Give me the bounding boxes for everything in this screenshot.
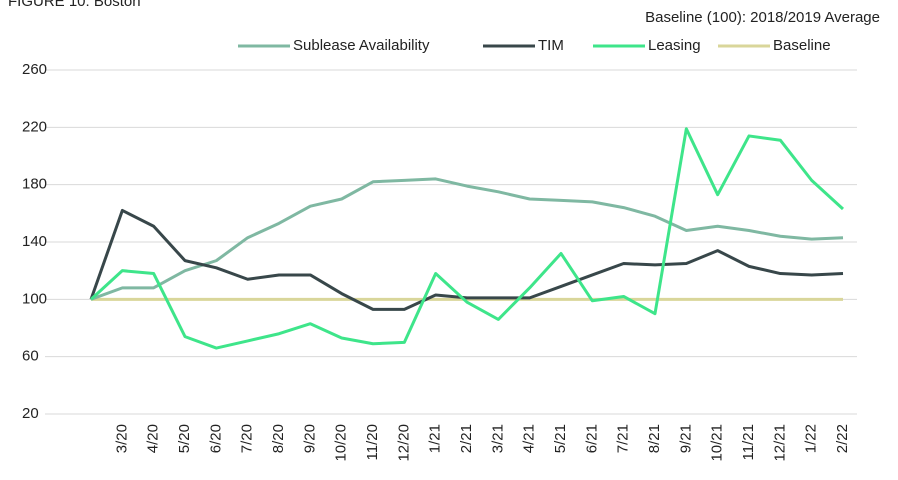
x-tick-label: 2/21 [458, 424, 475, 453]
y-tick-label: 260 [22, 61, 47, 78]
x-tick-label: 7/21 [615, 424, 632, 453]
x-tick-label: 6/20 [207, 424, 224, 453]
legend-label: Baseline [773, 37, 831, 54]
x-tick-label: 3/20 [113, 424, 130, 453]
y-tick-label: 60 [22, 348, 39, 365]
x-tick-label: 7/20 [239, 424, 256, 453]
legend-label: Leasing [648, 37, 701, 54]
x-tick-label: 4/20 [145, 424, 162, 453]
x-tick-label: 1/22 [803, 424, 820, 453]
x-tick-label: 5/20 [176, 424, 193, 453]
series-line [89, 127, 845, 350]
y-tick-label: 20 [22, 405, 39, 422]
y-tick-label: 100 [22, 290, 47, 307]
x-tick-label: 4/21 [521, 424, 538, 453]
y-tick-label: 140 [22, 233, 47, 250]
x-tick-label: 5/21 [552, 424, 569, 453]
x-tick-label: 11/20 [364, 424, 381, 460]
legend-label: TIM [538, 37, 564, 54]
x-tick-label: 3/21 [489, 424, 506, 453]
chart-title: FIGURE 10: Boston [8, 0, 141, 10]
series-line [89, 208, 844, 311]
series-line [90, 177, 844, 301]
x-tick-label: 2/22 [834, 424, 851, 453]
annotation: Baseline (100): 2018/2019 Average [645, 9, 880, 26]
x-tick-label: 1/21 [427, 424, 444, 453]
x-tick-label: 10/21 [709, 424, 726, 462]
x-tick-label: 6/21 [583, 424, 600, 453]
x-tick-label: 12/21 [771, 424, 788, 462]
y-tick-label: 180 [22, 176, 47, 193]
x-tick-label: 9/20 [301, 424, 318, 453]
legend-label: Sublease Availability [293, 37, 430, 54]
x-tick-label: 12/20 [395, 424, 412, 462]
x-tick-label: 8/20 [270, 424, 287, 453]
x-tick-label: 9/21 [677, 424, 694, 453]
y-tick-label: 220 [22, 118, 47, 135]
x-tick-label: 10/20 [333, 424, 350, 462]
x-tick-label: 11/21 [740, 424, 757, 460]
x-tick-label: 8/21 [646, 424, 663, 453]
